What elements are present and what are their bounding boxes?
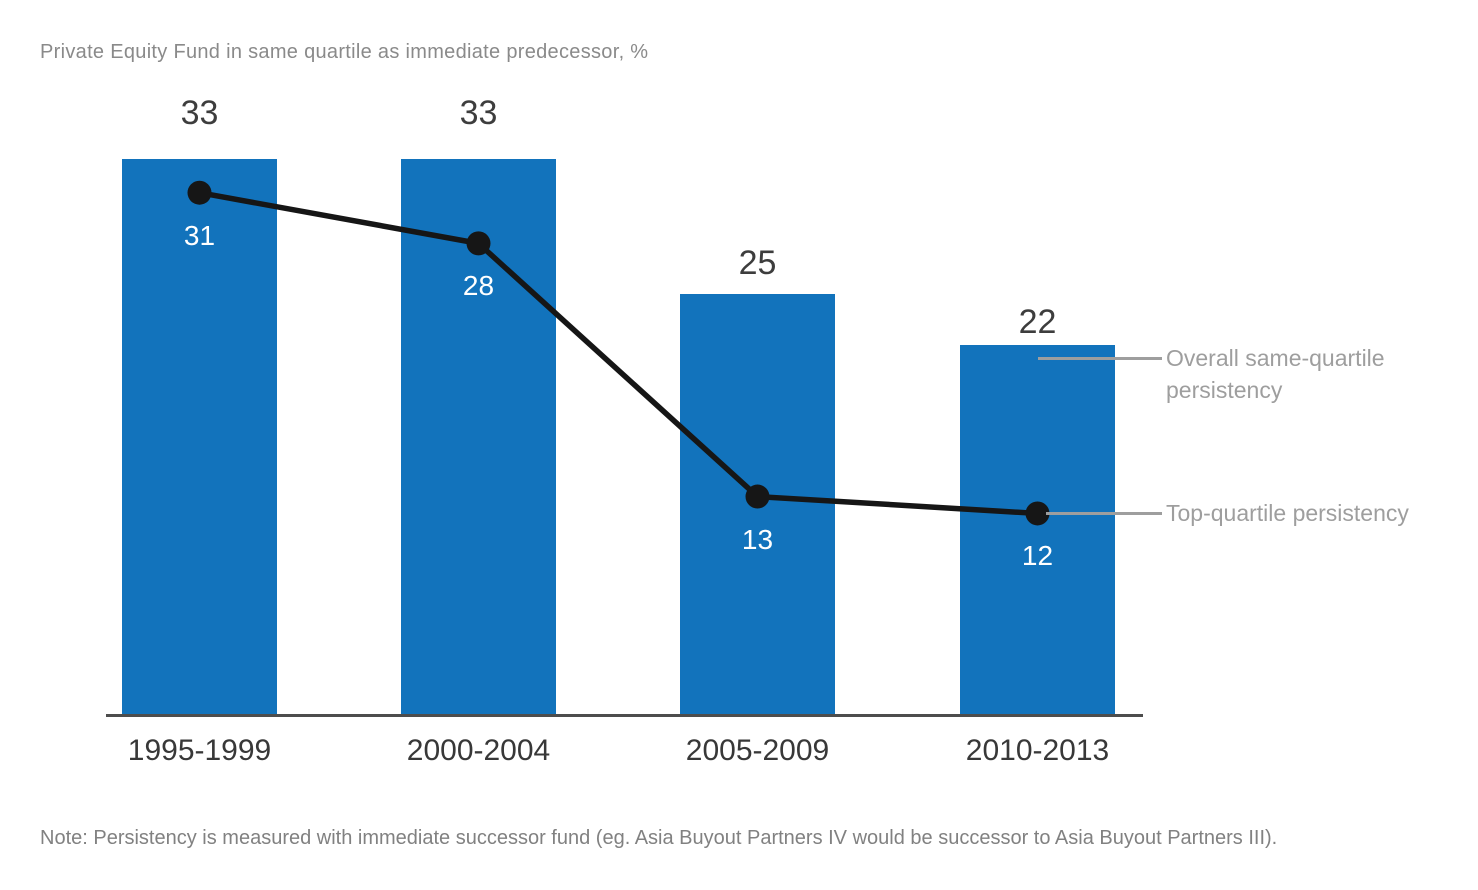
line-path bbox=[196, 189, 1041, 517]
footnote: Note: Persistency is measured with immed… bbox=[40, 827, 1278, 849]
bar-value-label: 25 bbox=[738, 243, 777, 282]
top-quartile-leader-line bbox=[1045, 512, 1162, 515]
x-axis-label: 2000-2004 bbox=[406, 734, 551, 767]
line-value-label: 31 bbox=[183, 219, 216, 251]
x-axis-label: 2010-2013 bbox=[965, 734, 1110, 767]
x-axis-label: 1995-1999 bbox=[127, 734, 272, 767]
bar-value-label: 22 bbox=[1018, 302, 1057, 341]
chart-title: Private Equity Fund in same quartile as … bbox=[40, 41, 649, 63]
bar-value-label: 33 bbox=[459, 93, 498, 132]
line-value-label: 12 bbox=[1021, 540, 1054, 572]
bar-2000-2004 bbox=[401, 158, 556, 716]
x-axis-line bbox=[106, 714, 1143, 717]
line-value-label: 13 bbox=[741, 523, 774, 555]
bar-2010-2013 bbox=[960, 344, 1115, 716]
overall-annotation-label: Overall same-quartile persistency bbox=[1166, 345, 1385, 403]
line-value-label: 28 bbox=[462, 270, 495, 302]
overall-leader-line bbox=[1037, 357, 1162, 360]
x-axis-label: 2005-2009 bbox=[685, 734, 830, 767]
bar-2005-2009 bbox=[680, 294, 835, 716]
bar-value-label: 33 bbox=[180, 93, 219, 132]
top-quartile-annotation-label: Top-quartile persistency bbox=[1166, 500, 1409, 526]
